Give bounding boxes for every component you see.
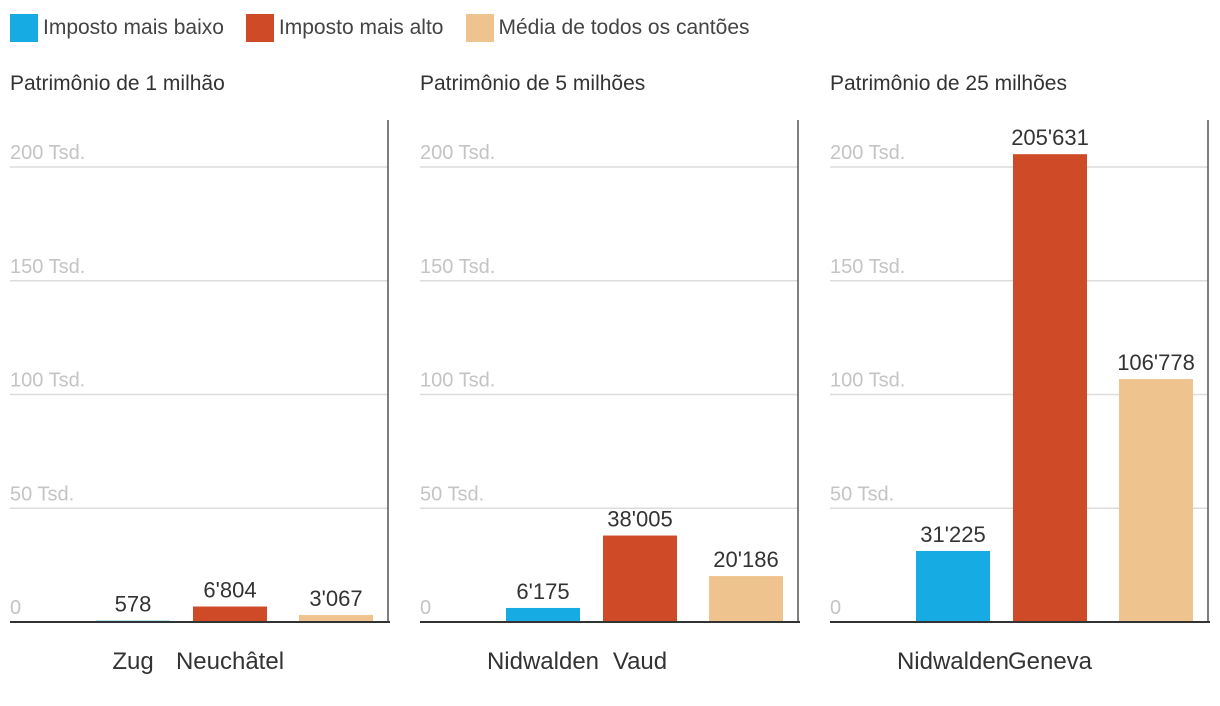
panel-2-ytick-label-1: 50 Tsd.: [420, 483, 484, 505]
legend-item-lowest: Imposto mais baixo: [10, 14, 224, 42]
panel-1-ytick-label-0: 0: [10, 597, 21, 619]
panel-3-ytick-label-0: 0: [830, 597, 841, 619]
legend: Imposto mais baixo Imposto mais alto Méd…: [10, 14, 772, 42]
panel-3-bar-2: [1013, 154, 1087, 623]
legend-swatch-average: [465, 14, 494, 42]
panel-3-category-label-1: Nidwalden: [897, 648, 1009, 675]
panel-3-ytick-label-1: 50 Tsd.: [830, 483, 894, 505]
panel-2-value-label-3: 20'186: [713, 547, 778, 572]
panel-1-value-label-1: 578: [115, 592, 152, 617]
legend-item-average: Média de todos os cantões: [465, 14, 750, 42]
panel-2-value-label-1: 6'175: [516, 579, 569, 604]
panel-1-value-label-3: 3'067: [309, 586, 362, 611]
panel-3-ytick-label-2: 100 Tsd.: [830, 370, 905, 392]
panel-2-bar-3: [709, 576, 783, 622]
panel-1-title: Patrimônio de 1 milhão: [10, 72, 225, 95]
panel-2-category-label-1: Nidwalden: [487, 648, 599, 675]
legend-swatch-highest: [245, 14, 274, 42]
panel-1-bar-3: [299, 615, 373, 622]
legend-label-highest: Imposto mais alto: [278, 16, 444, 39]
panel-3-ytick-label-4: 200 Tsd.: [830, 142, 905, 164]
panel-1-category-label-1: Zug: [112, 648, 153, 675]
panel-3-value-label-2: 205'631: [1011, 125, 1089, 150]
panel-3-ytick-label-3: 150 Tsd.: [830, 256, 905, 278]
panel-1-bar-2: [193, 606, 267, 622]
panel-1-ytick-label-2: 100 Tsd.: [10, 370, 85, 392]
legend-label-average: Média de todos os cantões: [498, 16, 750, 39]
panel-1-value-label-2: 6'804: [203, 578, 256, 603]
panel-2-bar-2: [603, 535, 677, 622]
panel-2-category-label-2: Vaud: [613, 648, 667, 675]
legend-label-lowest: Imposto mais baixo: [43, 16, 224, 39]
panel-3-bar-3: [1119, 379, 1193, 622]
panel-2-ytick-label-3: 150 Tsd.: [420, 256, 495, 278]
panel-2-ytick-label-2: 100 Tsd.: [420, 370, 495, 392]
panel-3-title: Patrimônio de 25 milhões: [830, 72, 1067, 95]
panel-1-ytick-label-4: 200 Tsd.: [10, 142, 85, 164]
panel-3-bar-1: [916, 550, 990, 622]
panel-2-value-label-2: 38'005: [607, 507, 672, 532]
panel-2-bar-1: [506, 607, 580, 622]
panel-3-category-label-2: Geneva: [1008, 648, 1093, 675]
panel-3-value-label-1: 31'225: [920, 522, 985, 547]
panel-2-ytick-label-0: 0: [420, 597, 431, 619]
panel-1-ytick-label-1: 50 Tsd.: [10, 483, 74, 505]
panel-2-ytick-label-4: 200 Tsd.: [420, 142, 495, 164]
panel-1-category-label-2: Neuchâtel: [176, 648, 284, 675]
panel-2-title: Patrimônio de 5 milhões: [420, 72, 645, 95]
legend-swatch-lowest: [10, 14, 38, 42]
panel-1-ytick-label-3: 150 Tsd.: [10, 256, 85, 278]
panel-3-value-label-3: 106'778: [1117, 350, 1195, 375]
legend-item-highest: Imposto mais alto: [245, 14, 444, 42]
